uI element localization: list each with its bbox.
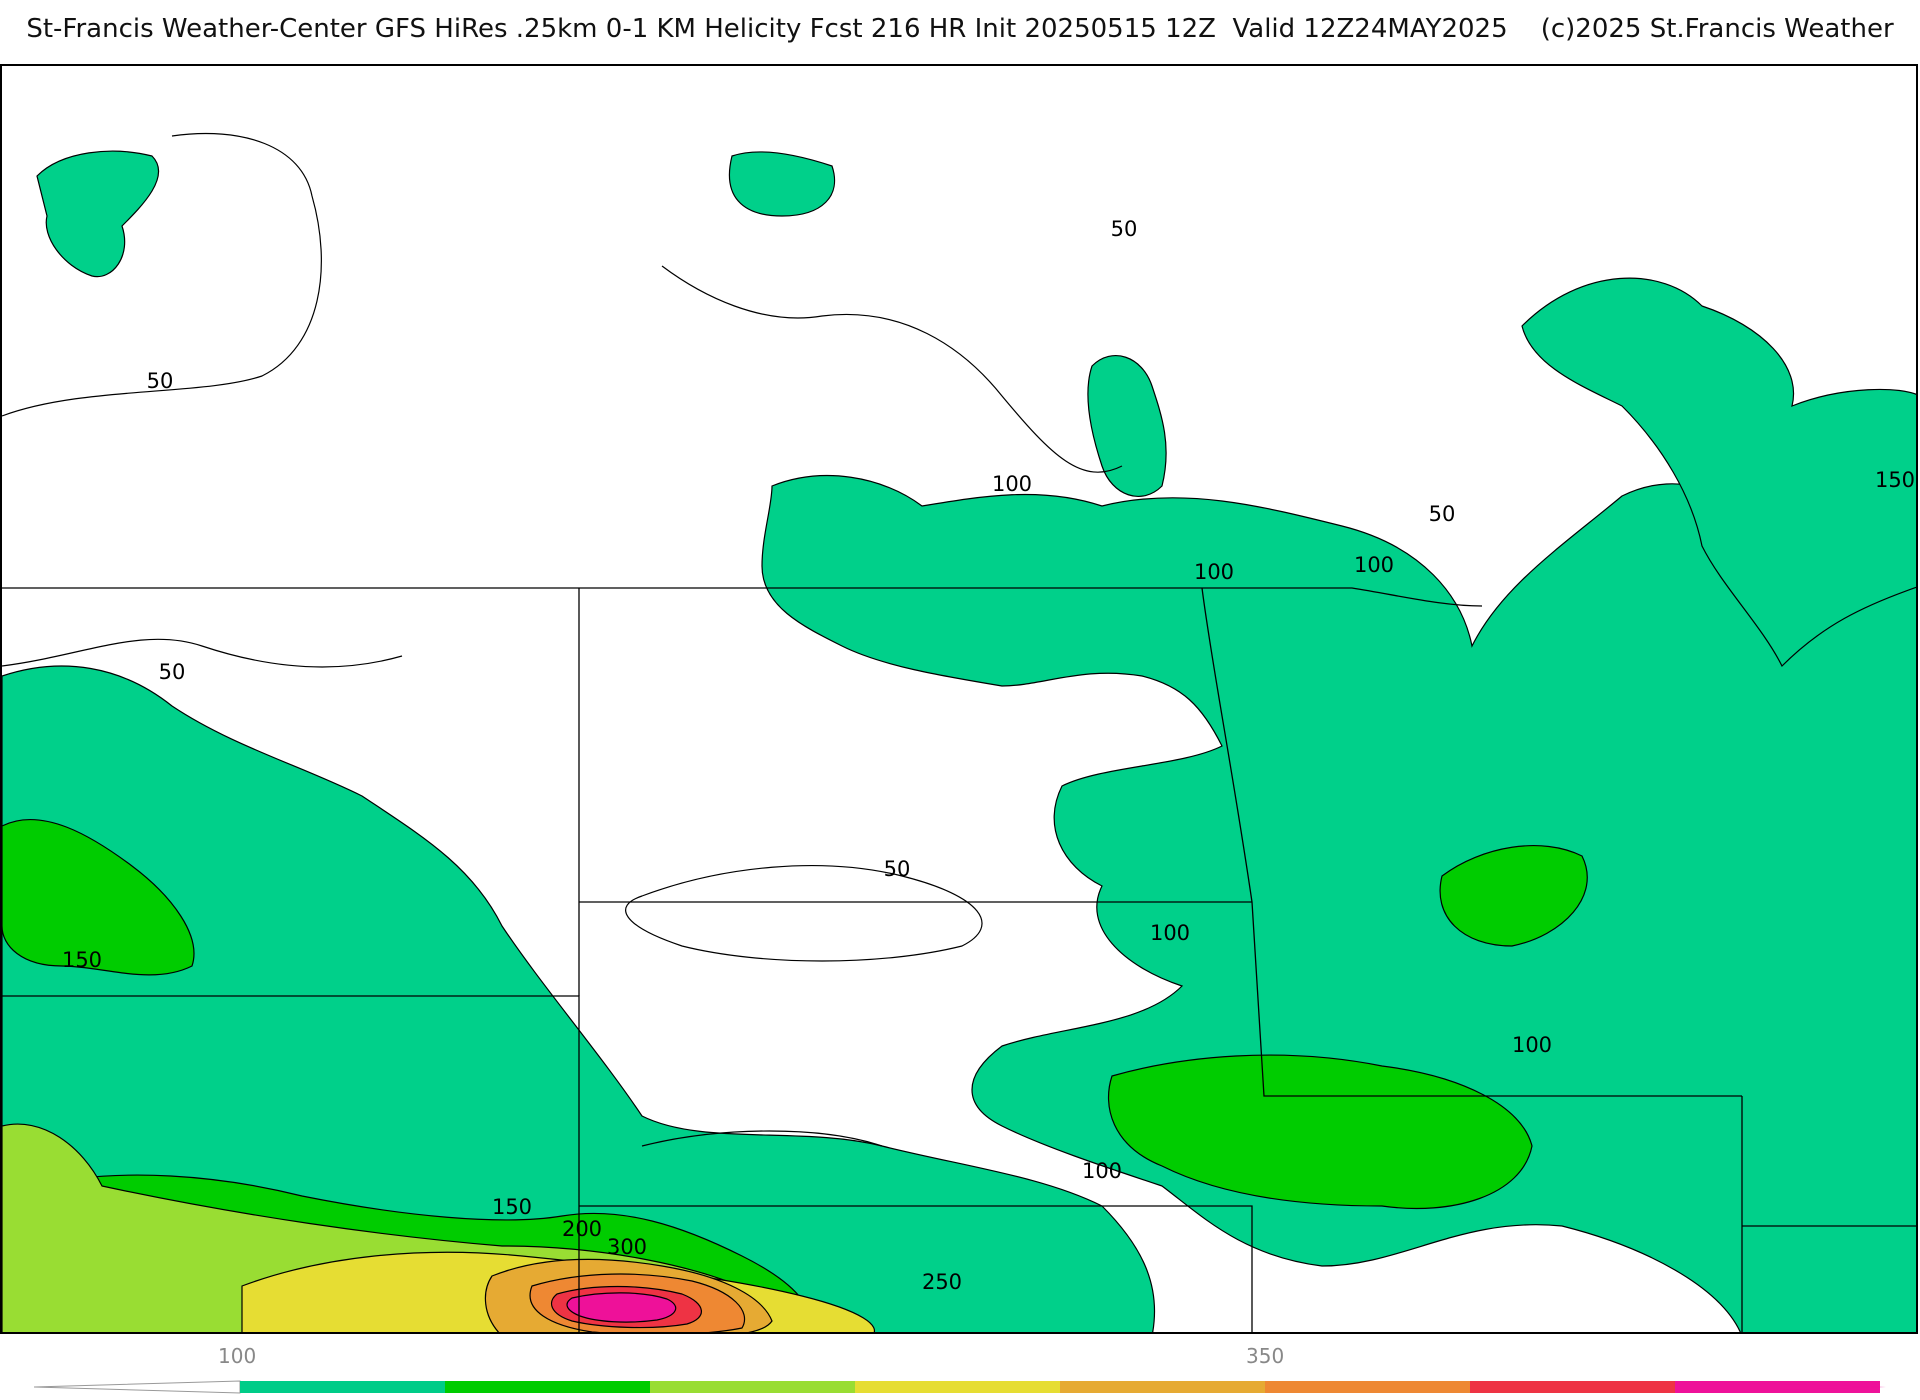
helicity-map: 50 50 50 50 50 100 100 100 100 100 100 1… bbox=[2, 132, 1916, 1332]
colorbar-tick-label: 100 bbox=[218, 1344, 257, 1368]
colorbar-segment bbox=[650, 1381, 855, 1393]
contour-100-south bbox=[641, 1130, 883, 1147]
helicity-region-northwest bbox=[36, 150, 160, 278]
map-title: St-Francis Weather-Center GFS HiRes .25k… bbox=[26, 14, 1894, 44]
colorbar-segment bbox=[445, 1381, 650, 1393]
border-state-line-2 bbox=[2, 995, 580, 1332]
border-state-line-4 bbox=[579, 1205, 1253, 1332]
colorbar-segment bbox=[1060, 1381, 1265, 1393]
contour-label: 100 bbox=[992, 472, 1032, 496]
colorbar-segment bbox=[855, 1381, 1060, 1393]
contour-label: 100 bbox=[1150, 921, 1190, 945]
helicity-region-northeast bbox=[1521, 277, 1916, 668]
colorbar-segment bbox=[1265, 1381, 1470, 1393]
contour-label: 150 bbox=[62, 948, 102, 972]
helicity-region-core bbox=[566, 1292, 677, 1323]
colorbar-left-arrow bbox=[34, 1380, 241, 1394]
colorbar-segment bbox=[240, 1381, 445, 1393]
contour-label: 250 bbox=[922, 1270, 962, 1294]
contour-label: 100 bbox=[1512, 1033, 1552, 1057]
contour-label-layer: 50 50 50 50 50 100 100 100 100 100 100 1… bbox=[62, 217, 1915, 1294]
border-us-canada bbox=[2, 587, 1483, 607]
contour-label: 50 bbox=[147, 369, 174, 393]
colorbar-segments bbox=[240, 1381, 1880, 1393]
contour-label: 100 bbox=[1082, 1159, 1122, 1183]
contour-50-central bbox=[625, 864, 983, 962]
helicity-fill-layer bbox=[2, 150, 1916, 1332]
contour-50-north bbox=[661, 265, 1123, 473]
helicity-region-east bbox=[761, 466, 1916, 1332]
colorbar-tick-label: 350 bbox=[1246, 1344, 1285, 1368]
contour-label: 50 bbox=[1111, 217, 1138, 241]
helicity-blob-2 bbox=[1087, 355, 1167, 497]
helicity-region-150-east bbox=[1439, 845, 1588, 947]
contour-layer bbox=[2, 132, 1123, 1147]
helicity-region-150-west bbox=[2, 818, 195, 976]
contour-50-prairie bbox=[2, 638, 403, 668]
contour-label: 150 bbox=[492, 1195, 532, 1219]
contour-label: 50 bbox=[159, 660, 186, 684]
contour-label: 50 bbox=[884, 857, 911, 881]
contour-label: 200 bbox=[562, 1217, 602, 1241]
colorbar-right-arrow bbox=[1680, 1381, 1886, 1393]
contour-50-northwest bbox=[2, 132, 322, 417]
contour-label: 100 bbox=[1354, 553, 1394, 577]
helicity-blob-1 bbox=[728, 151, 836, 217]
contour-label: 300 bbox=[607, 1235, 647, 1259]
colorbar bbox=[34, 1380, 1886, 1394]
contour-label: 50 bbox=[1429, 502, 1456, 526]
helicity-region-150-central bbox=[1107, 1054, 1533, 1210]
map-panel: 50 50 50 50 50 100 100 100 100 100 100 1… bbox=[0, 64, 1918, 1334]
border-state-line-5 bbox=[1201, 587, 1742, 1097]
colorbar-segment bbox=[1470, 1381, 1675, 1393]
contour-label: 100 bbox=[1194, 560, 1234, 584]
contour-label: 150 bbox=[1875, 468, 1915, 492]
boundary-layer bbox=[2, 587, 1916, 1332]
helicity-region-west bbox=[2, 665, 1156, 1332]
